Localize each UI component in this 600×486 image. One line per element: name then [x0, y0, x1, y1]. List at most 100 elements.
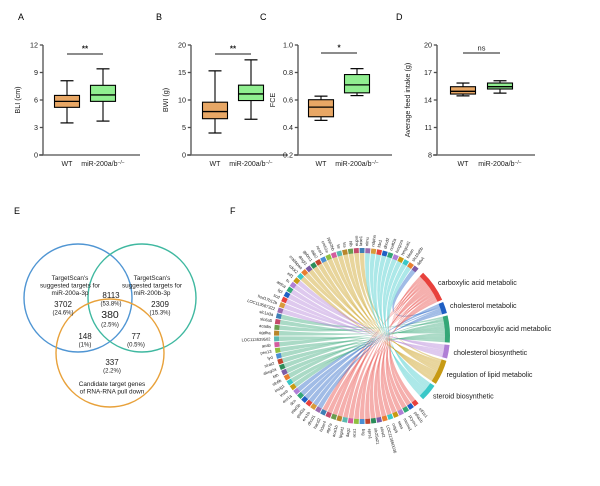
panel-d: D 8 11 14 17 20 Average feed intake (g) WT miR-… [385, 0, 545, 180]
group-label-ko: miR-200a/b−/− [335, 160, 378, 168]
chord-ribbon [282, 309, 444, 352]
chord-ribbon [280, 325, 445, 358]
chord-gene-arc [336, 415, 343, 422]
y-axis-label: BWI (g) [161, 88, 170, 112]
chord-gene-arc [325, 411, 332, 418]
venn-region-abc-percent: (2.5%) [101, 323, 119, 329]
chord-gene-label: fn [285, 278, 291, 284]
chord-gene-arc [315, 259, 322, 266]
box-group [237, 59, 265, 120]
y-tick-label: 0 [34, 151, 38, 160]
chord-gene-arc [293, 277, 301, 285]
chord-ribbon [377, 255, 430, 387]
chord-term-arc [442, 344, 450, 359]
venn-set-label-a: TargetScan's [52, 275, 89, 282]
chord-ribbon [392, 269, 441, 317]
significance-label: ** [82, 45, 89, 54]
chord-gene-arc [289, 383, 297, 391]
chord-gene-arc [274, 347, 281, 354]
chord-gene-arc [301, 395, 309, 403]
venn-region-a-only-percent: (24.6%) [52, 310, 73, 316]
chord-gene-arc [320, 256, 327, 264]
chord-gene-label: insrb [279, 388, 290, 398]
chord-gene-arc [293, 387, 301, 395]
chord-gene-arc [279, 302, 286, 309]
chord-gene-label: hacd2 [312, 417, 322, 430]
chord-gene-label: pex13 [260, 349, 273, 356]
chord-gene-label: bth [272, 372, 280, 379]
chord-gene-label: ppp2bb [327, 237, 336, 252]
chord-ribbon [373, 254, 425, 392]
chord-gene-arc [289, 281, 297, 289]
chord-gene-arc [407, 262, 414, 269]
chord-gene-label: acsl1b [331, 424, 339, 438]
chord-term-arc [419, 383, 435, 400]
chord-gene-arc [305, 399, 313, 407]
y-axis-label: BLI (cm) [13, 86, 22, 113]
venn-region-b-only-percent: (15.3%) [149, 310, 170, 316]
chord-gene-label: LOC113639502 [241, 336, 271, 342]
venn-set-label-a: suggested targets for [40, 282, 101, 289]
chord-gene-arc [387, 252, 394, 259]
chord-gene-label: eif1 [286, 271, 295, 280]
venn-region-bc-count: 77 [132, 332, 141, 341]
chord-gene-label: cdck2 [288, 263, 300, 275]
chord-diagram: carboxylic acid metabolic cholesterol met… [241, 234, 551, 454]
y-tick-label: 3 [34, 123, 38, 132]
chord-gene-arc [381, 415, 388, 422]
chord-gene-label: ddxA [416, 256, 426, 267]
box-group [89, 68, 117, 122]
venn-region-c-only-count: 337 [105, 358, 119, 367]
chord-gene-arc [310, 262, 318, 269]
chord-term-arc [442, 315, 450, 343]
chord-ribbon [279, 338, 445, 353]
chord-gene-arc [365, 418, 371, 424]
venn-circle-a [23, 243, 133, 353]
chord-gene-arc [281, 368, 288, 376]
panel-a-letter: A [18, 12, 25, 22]
chord-gene-arc [274, 318, 281, 325]
chord-gene-label: slc6b [271, 378, 282, 387]
chord-gene-label: pcyox1 [408, 414, 419, 428]
chord-gene-label: pdia1b [413, 411, 425, 425]
chord-gene-arc [411, 265, 419, 273]
chord-gene-label: mdha [354, 235, 360, 246]
chord-gene-label: bsg [361, 429, 366, 436]
boxplot-b: 0 5 10 15 20 BWI (g) WT miR-200a/b−/− ** [161, 41, 288, 168]
chord-ribbon [279, 319, 445, 334]
chord-gene-label: atdca [276, 279, 288, 289]
y-tick-label: 0.4 [283, 123, 293, 132]
chord-term-arc [438, 301, 447, 315]
panel-e-letter: E [14, 206, 21, 216]
venn-region-b-only-count: 2309 [151, 300, 169, 309]
chord-gene-label: lase1 [358, 235, 363, 246]
venn-set-label-b: suggested targets for [122, 282, 183, 289]
chord-gene-label: dhcd2 [382, 237, 390, 250]
chord-gene-label: dhcd1 [306, 414, 316, 427]
y-tick-label: 9 [34, 68, 38, 77]
chord-gene-label: fdsan [405, 247, 415, 259]
panel-c-letter: C [260, 12, 267, 22]
chord-gene-arc [274, 341, 280, 348]
chord-gene-label: slc25a21 [373, 428, 380, 446]
chord-gene-arc [365, 248, 371, 254]
venn-circle-c [55, 298, 165, 408]
chord-gene-label: acadis [259, 323, 271, 329]
chord-gene-arc [281, 296, 288, 304]
box-group [201, 70, 229, 134]
chord-gene-arc [275, 352, 282, 359]
venn-set-label-b: miR-200b-3p [134, 290, 171, 297]
chord-ribbon [279, 329, 445, 336]
chord-gene-label: dmgl1 [298, 254, 309, 266]
group-label-wt: WT [316, 161, 328, 168]
chord-gene-label: ero1b [301, 410, 312, 422]
venn-region-ac-percent: (1%) [79, 342, 92, 348]
chord-gene-arc [286, 286, 294, 294]
chord-gene-arc [370, 248, 377, 255]
group-label-wt: WT [62, 161, 74, 168]
chord-gene-label: lipi [277, 287, 284, 294]
box-group [486, 80, 514, 94]
chord-gene-arc [353, 418, 359, 424]
y-tick-label: 0.6 [283, 96, 293, 105]
